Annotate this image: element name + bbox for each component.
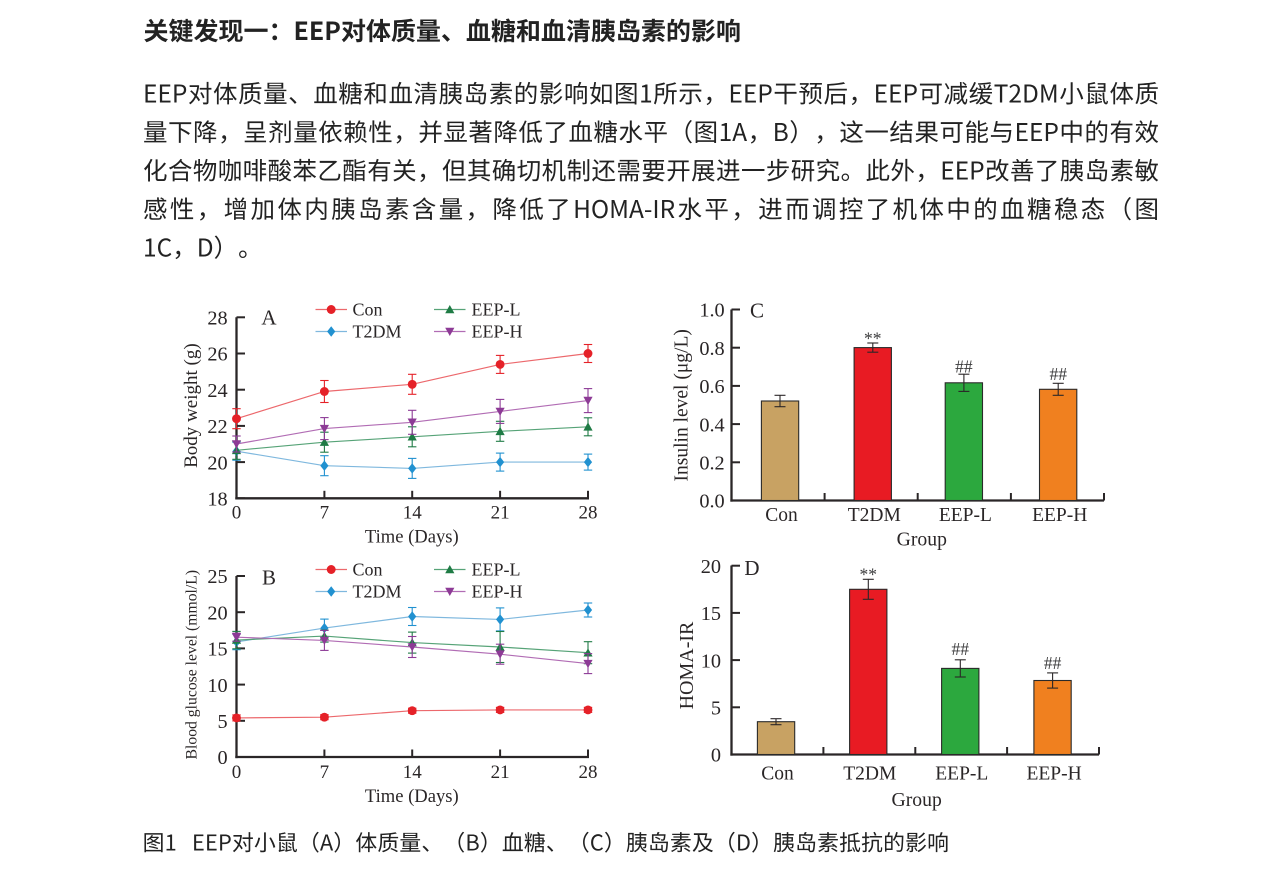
svg-text:Time (Days): Time (Days) <box>365 786 459 807</box>
svg-text:0.8: 0.8 <box>699 338 724 360</box>
svg-text:0.4: 0.4 <box>699 414 724 436</box>
svg-text:##: ## <box>955 357 973 377</box>
svg-text:18: 18 <box>207 489 227 511</box>
svg-text:EEP-L: EEP-L <box>935 764 988 785</box>
svg-text:C: C <box>750 299 764 323</box>
svg-text:Con: Con <box>353 300 383 320</box>
svg-text:Con: Con <box>765 505 798 526</box>
svg-text:T2DM: T2DM <box>353 582 402 602</box>
svg-text:24: 24 <box>207 380 227 402</box>
svg-text:**: ** <box>860 565 878 585</box>
svg-text:EEP-H: EEP-H <box>472 582 523 602</box>
svg-text:##: ## <box>1049 364 1067 384</box>
svg-text:20: 20 <box>207 452 227 474</box>
svg-text:25: 25 <box>207 566 227 588</box>
svg-text:EEP-H: EEP-H <box>1026 764 1081 785</box>
svg-text:EEP-H: EEP-H <box>1032 505 1087 526</box>
svg-text:28: 28 <box>579 503 598 524</box>
svg-text:20: 20 <box>701 556 721 578</box>
svg-text:20: 20 <box>207 602 227 624</box>
svg-text:Group: Group <box>892 789 942 811</box>
svg-text:0.2: 0.2 <box>699 453 724 475</box>
svg-text:15: 15 <box>207 639 227 661</box>
svg-text:21: 21 <box>491 503 510 524</box>
svg-text:22: 22 <box>207 416 227 438</box>
svg-text:Con: Con <box>353 560 383 580</box>
svg-text:0: 0 <box>218 747 228 769</box>
svg-text:B: B <box>262 566 276 590</box>
svg-text:5: 5 <box>218 711 228 733</box>
svg-text:14: 14 <box>403 762 423 783</box>
svg-text:10: 10 <box>207 675 227 697</box>
svg-text:26: 26 <box>207 344 227 366</box>
svg-text:0: 0 <box>232 503 242 524</box>
svg-text:##: ## <box>1044 653 1062 673</box>
svg-text:##: ## <box>952 639 970 659</box>
svg-text:21: 21 <box>491 762 510 783</box>
svg-text:7: 7 <box>320 503 330 524</box>
svg-text:T2DM: T2DM <box>353 322 402 342</box>
svg-text:A: A <box>261 306 277 330</box>
svg-text:10: 10 <box>701 650 721 672</box>
svg-text:EEP-H: EEP-H <box>472 322 523 342</box>
svg-text:T2DM: T2DM <box>848 505 901 526</box>
svg-text:0: 0 <box>232 762 242 783</box>
svg-text:5: 5 <box>711 698 721 720</box>
svg-text:**: ** <box>864 329 882 349</box>
svg-text:Blood glucose level (mmol/L): Blood glucose level (mmol/L) <box>184 570 201 760</box>
svg-text:Time (Days): Time (Days) <box>365 527 459 548</box>
svg-text:HOMA-IR: HOMA-IR <box>676 621 698 709</box>
svg-text:Insulin level (μg/L): Insulin level (μg/L) <box>671 329 692 481</box>
svg-text:EEP-L: EEP-L <box>472 560 521 580</box>
svg-text:28: 28 <box>207 308 227 330</box>
svg-text:T2DM: T2DM <box>843 764 896 785</box>
svg-text:0.6: 0.6 <box>699 376 724 398</box>
svg-text:Con: Con <box>761 764 794 785</box>
svg-text:Group: Group <box>897 529 947 551</box>
svg-text:15: 15 <box>701 603 721 625</box>
svg-text:7: 7 <box>320 762 330 783</box>
svg-text:EEP-L: EEP-L <box>472 300 521 320</box>
svg-text:1.0: 1.0 <box>699 300 724 322</box>
svg-text:EEP-L: EEP-L <box>939 505 992 526</box>
svg-text:0.0: 0.0 <box>699 491 724 513</box>
svg-text:28: 28 <box>579 762 598 783</box>
svg-text:D: D <box>744 556 759 580</box>
svg-text:0: 0 <box>711 745 721 767</box>
svg-text:Body weight (g): Body weight (g) <box>181 343 202 468</box>
svg-text:14: 14 <box>403 503 423 524</box>
